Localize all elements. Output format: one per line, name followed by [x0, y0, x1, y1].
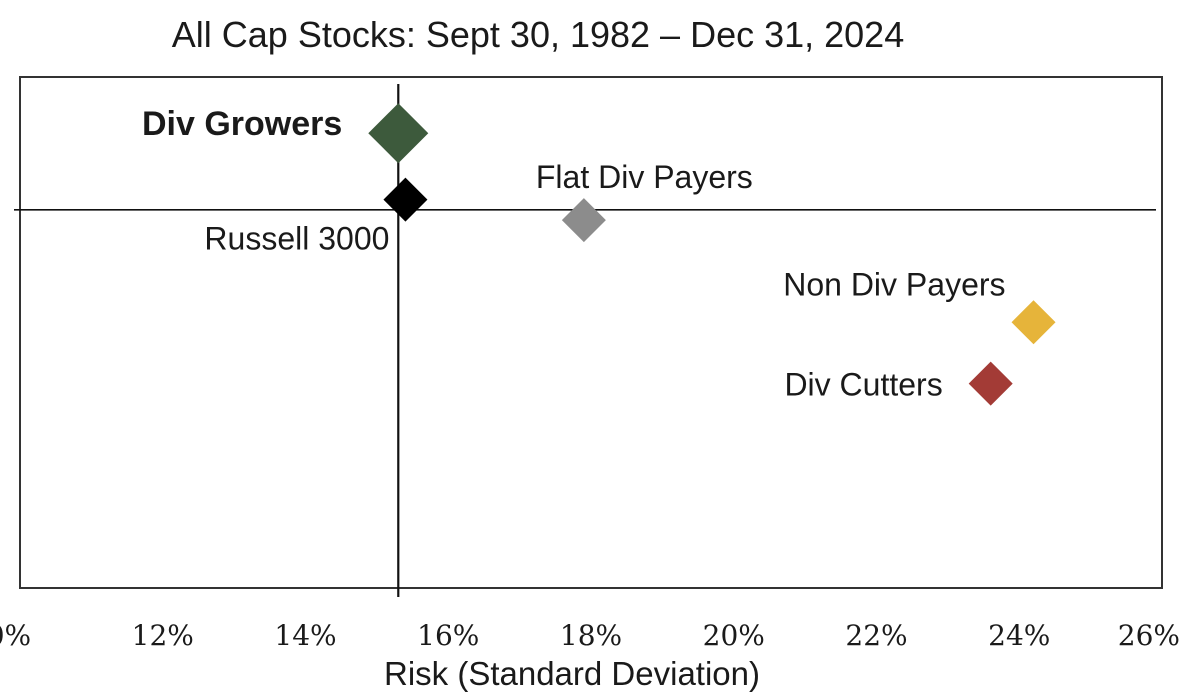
x-axis-label: Risk (Standard Deviation)	[384, 655, 760, 692]
x-tick-label: 24%	[988, 619, 1050, 652]
chart-title: All Cap Stocks: Sept 30, 1982 – Dec 31, …	[172, 14, 904, 55]
x-tick-label: 14%	[274, 619, 336, 652]
point-div-cutters	[968, 361, 1013, 406]
x-tick-label: 16%	[417, 619, 479, 652]
x-tick-label: 10%	[0, 619, 31, 652]
point-non-div-payers	[1011, 300, 1056, 345]
plot-area	[19, 76, 1163, 589]
data-points	[368, 103, 1056, 406]
label-non-div-payers: Non Div Payers	[783, 266, 1005, 302]
point-flat-div-payers	[561, 198, 606, 243]
x-tick-label: 12%	[132, 619, 194, 652]
label-div-growers: Div Growers	[142, 105, 342, 143]
x-tick-label: 18%	[560, 619, 622, 652]
x-tick-label: 26%	[1118, 619, 1180, 652]
x-tick-label: 22%	[845, 619, 907, 652]
point-russell-3000	[383, 177, 428, 222]
x-axis-ticks: 10% 12% 14% 16% 18% 20% 22% 24% 26%	[0, 619, 1180, 652]
x-tick-label: 20%	[703, 619, 765, 652]
label-div-cutters: Div Cutters	[784, 367, 942, 403]
point-div-growers	[368, 103, 429, 164]
point-labels: Div Growers Russell 3000 Flat Div Payers No…	[142, 105, 1006, 402]
label-russell-3000: Russell 3000	[204, 221, 389, 257]
label-flat-div-payers: Flat Div Payers	[536, 159, 753, 195]
